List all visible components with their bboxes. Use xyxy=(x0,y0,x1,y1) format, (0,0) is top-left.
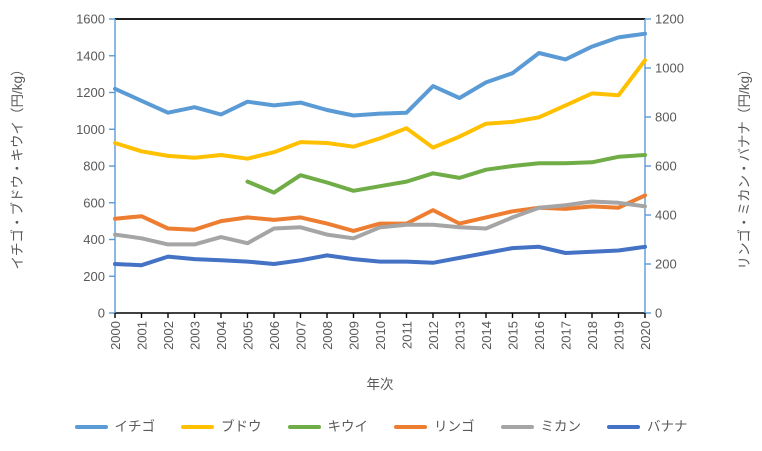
fruit-price-line-chart: 0 200 400 600 800 1000 1200 1400 1600 0 200 400 600 8… xyxy=(9,12,752,393)
x-tick-label: 2006 xyxy=(267,321,282,350)
y-axis-left-tick-label: 1200 xyxy=(76,85,105,100)
legend-swatch-budou-grape xyxy=(181,424,214,430)
x-tick-label: 2018 xyxy=(585,321,600,350)
y-axis-left-tick-label: 400 xyxy=(83,232,105,247)
series-line-budou-grape xyxy=(113,58,647,161)
x-tick-label: 2009 xyxy=(347,321,362,350)
x-tick-label: 2011 xyxy=(400,321,415,349)
y-axis-left-title: イチゴ・ブドウ・キウイ（円/kg） xyxy=(9,62,25,269)
x-tick-label: 2012 xyxy=(426,321,441,350)
y-axis-right-tick-label: 400 xyxy=(655,208,677,223)
x-tick-label: 2008 xyxy=(320,321,335,350)
chart-legend: イチゴ ブドウ キウイ リンゴ ミカン バナナ xyxy=(0,408,762,446)
x-tick-label: 2017 xyxy=(559,321,574,350)
y-axis-left-tick-label: 1600 xyxy=(76,12,105,27)
legend-label-ringo-apple: リンゴ xyxy=(434,419,475,435)
series-line-ichigo-strawberry xyxy=(113,31,647,118)
y-axis-right-tick-label: 600 xyxy=(655,159,677,174)
x-tick-label: 2002 xyxy=(161,321,176,350)
legend-label-budou-grape: ブドウ xyxy=(221,419,262,435)
y-axis-right-title: リンゴ・ミカン・バナナ（円/kg） xyxy=(736,62,752,269)
x-tick-label: 2015 xyxy=(506,321,521,350)
x-tick-label: 2000 xyxy=(108,321,123,350)
legend-swatch-ichigo-strawberry xyxy=(74,424,108,430)
y-axis-right-tick-label: 1000 xyxy=(655,61,684,76)
x-tick-label: 2007 xyxy=(294,321,309,350)
x-tick-label: 2019 xyxy=(612,321,627,350)
y-axis-right-tick-label: 1200 xyxy=(655,12,684,27)
legend-swatch-kiwi xyxy=(287,424,321,430)
y-axis-left-tick-label: 800 xyxy=(83,159,105,174)
y-axis-left-tick-label: 200 xyxy=(83,269,105,284)
legend-label-banana: バナナ xyxy=(647,419,688,435)
legend-item-kiwi: キウイ xyxy=(287,419,369,435)
legend-label-kiwi: キウイ xyxy=(327,419,369,435)
x-tick-label: 2016 xyxy=(532,321,547,350)
series-line-ringo-apple xyxy=(113,193,647,233)
y-axis-left-tick-label: 1400 xyxy=(76,48,105,63)
legend-label-mikan-mandarin: ミカン xyxy=(540,419,582,435)
y-axis-left-tick-label: 0 xyxy=(98,306,105,321)
y-axis-right-tick-label: 0 xyxy=(655,306,662,321)
legend-label-ichigo-strawberry: イチゴ xyxy=(114,419,156,435)
legend-swatch-banana xyxy=(607,424,640,430)
x-tick-label: 2003 xyxy=(188,321,203,350)
series-line-mikan-mandarin xyxy=(113,199,647,247)
x-tick-label: 2001 xyxy=(135,321,150,350)
series-line-kiwi xyxy=(245,153,647,195)
legend-swatch-ringo-apple xyxy=(394,424,427,430)
y-axis-left-tick-label: 1000 xyxy=(76,122,105,137)
x-tick-label: 2013 xyxy=(453,321,468,350)
x-tick-label: 2020 xyxy=(638,321,653,350)
legend-item-ringo-apple: リンゴ xyxy=(394,420,475,434)
y-axis-right-tick-label: 800 xyxy=(655,110,677,125)
x-tick-label: 2004 xyxy=(214,321,229,350)
x-tick-label: 2010 xyxy=(373,321,388,350)
y-axis-right-tick-label: 200 xyxy=(655,257,677,272)
legend-item-ichigo-strawberry: イチゴ xyxy=(74,419,156,435)
x-tick-label: 2005 xyxy=(241,321,256,350)
y-axis-left-tick-label: 600 xyxy=(83,195,105,210)
legend-item-budou-grape: ブドウ xyxy=(181,420,262,434)
legend-swatch-mikan-mandarin xyxy=(500,424,534,430)
x-axis-title: 年次 xyxy=(367,377,394,392)
x-tick-label: 2014 xyxy=(479,321,494,350)
legend-item-mikan-mandarin: ミカン xyxy=(500,419,582,435)
series-line-banana xyxy=(113,244,647,268)
legend-item-banana: バナナ xyxy=(607,420,688,434)
